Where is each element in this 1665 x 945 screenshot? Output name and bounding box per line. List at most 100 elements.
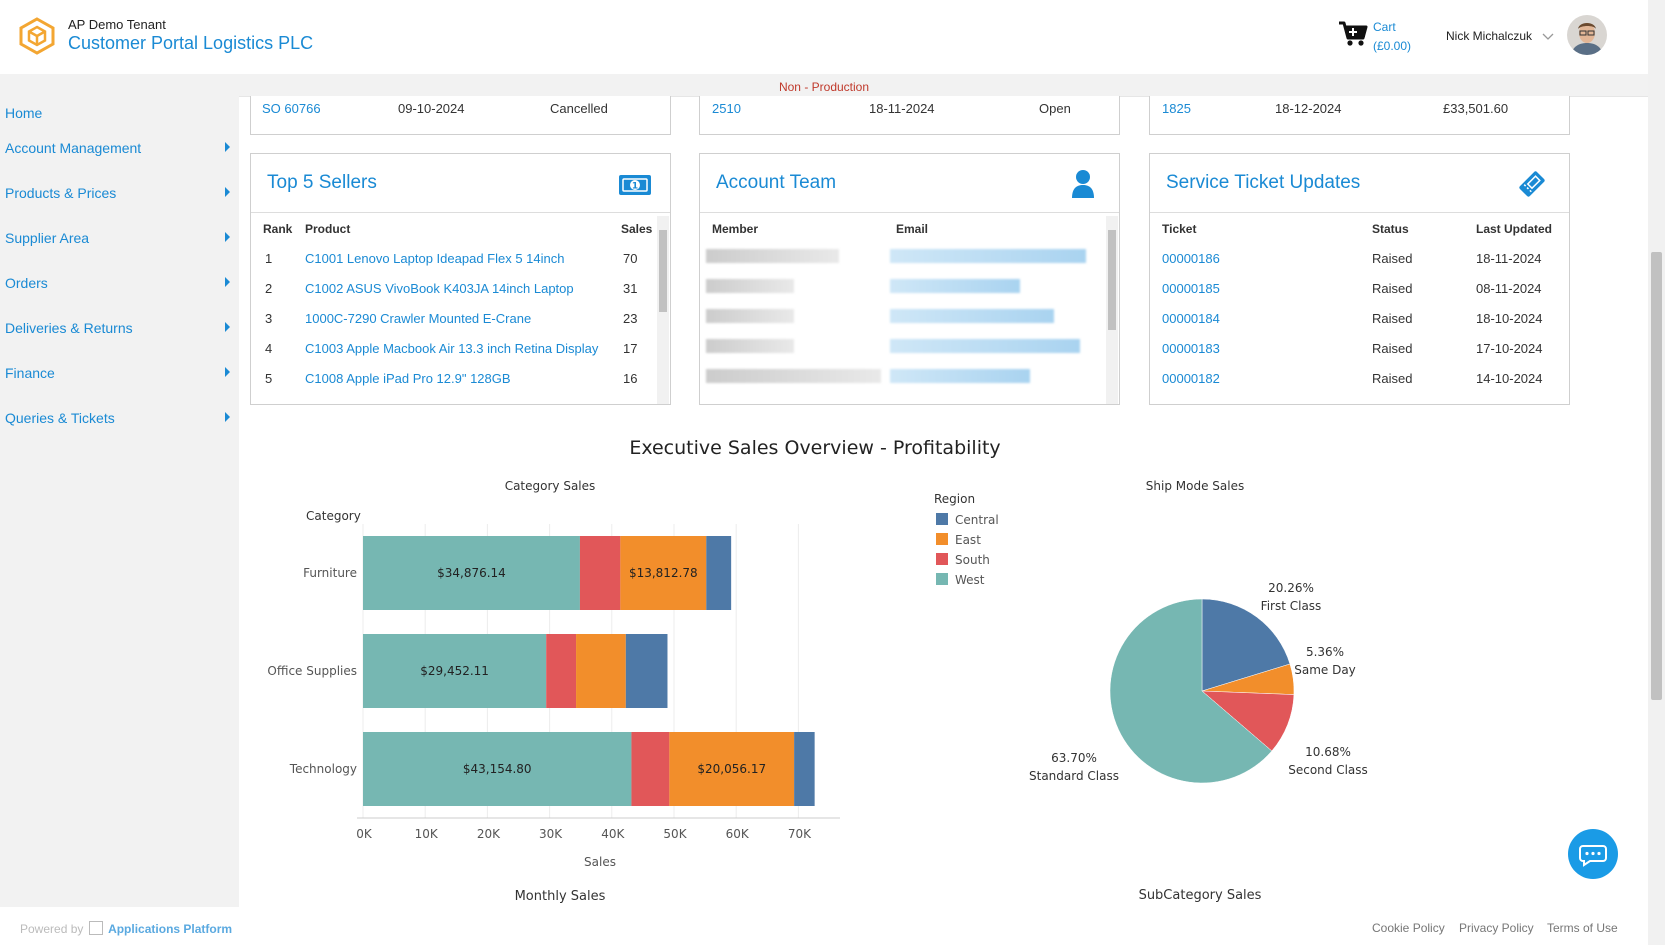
col-header-rank[interactable]: Rank bbox=[263, 222, 293, 236]
bar-data-label: $43,154.80 bbox=[463, 762, 532, 776]
rank-cell: 4 bbox=[265, 341, 273, 356]
sidebar-item-label: Account Management bbox=[5, 140, 142, 156]
sales-cell: 70 bbox=[623, 251, 638, 266]
invoice-link[interactable]: 1825 bbox=[1162, 101, 1191, 116]
legend-label: Central bbox=[955, 513, 999, 527]
rank-cell: 3 bbox=[265, 311, 273, 326]
header: AP Demo Tenant Customer Portal Logistics… bbox=[0, 0, 1648, 74]
table-scrollbar[interactable] bbox=[657, 216, 669, 404]
page-scrollbar-thumb[interactable] bbox=[1651, 252, 1662, 700]
category-sales-chart[interactable]: 0K 10K 20K 30K 40K 50K 60K 70K Sales Category Furn… bbox=[250, 500, 850, 875]
rank-cell: 2 bbox=[265, 281, 273, 296]
order-link[interactable]: SO 60766 bbox=[262, 101, 321, 116]
x-tick-label: 30K bbox=[539, 827, 563, 841]
user-name[interactable]: Nick Michalczuk bbox=[1446, 29, 1533, 43]
chat-button[interactable] bbox=[1568, 829, 1618, 879]
pie-percent-label: 63.70% bbox=[1051, 751, 1097, 765]
pie-slice bbox=[1109, 598, 1273, 784]
sidebar-item-finance[interactable]: Finance bbox=[5, 365, 230, 381]
product-link[interactable]: C1001 Lenovo Laptop Ideapad Flex 5 14inc… bbox=[305, 251, 565, 266]
svg-text:1: 1 bbox=[632, 182, 638, 192]
terms-of-use-link[interactable]: Terms of Use bbox=[1547, 921, 1618, 935]
sidebar-item-account-management[interactable]: Account Management bbox=[5, 140, 230, 156]
powered-brand: Applications Platform bbox=[108, 922, 233, 936]
ticket-link[interactable]: 00000184 bbox=[1162, 311, 1220, 326]
scrollbar-thumb[interactable] bbox=[659, 230, 667, 312]
bar-segment-west bbox=[363, 634, 547, 708]
chevron-down-icon[interactable] bbox=[1542, 33, 1554, 41]
y-axis-label: Category bbox=[306, 509, 361, 523]
subcategory-sales-title: SubCategory Sales bbox=[1138, 888, 1262, 903]
ticket-link[interactable]: 00000183 bbox=[1162, 341, 1220, 356]
sidebar-item-label: Queries & Tickets bbox=[5, 410, 115, 426]
caret-right-icon bbox=[225, 187, 230, 197]
user-avatar-icon bbox=[1567, 15, 1607, 55]
cookie-policy-link[interactable]: Cookie Policy bbox=[1372, 921, 1445, 935]
ticket-link[interactable]: 00000182 bbox=[1162, 371, 1220, 386]
delivery-link[interactable]: 2510 bbox=[712, 101, 741, 116]
col-header-member[interactable]: Member bbox=[712, 222, 759, 236]
col-header-email[interactable]: Email bbox=[896, 222, 929, 236]
col-header-sales[interactable]: Sales bbox=[621, 222, 653, 236]
bar-segment-central bbox=[625, 634, 668, 708]
bar-segment-central bbox=[794, 732, 815, 806]
pie-slice bbox=[1201, 598, 1291, 692]
sidebar-item-queries-tickets[interactable]: Queries & Tickets bbox=[5, 410, 230, 426]
bar-segment-west bbox=[363, 536, 580, 610]
scrollbar-thumb[interactable] bbox=[1108, 230, 1116, 330]
bar-segment-south bbox=[579, 536, 621, 610]
avatar[interactable] bbox=[1567, 15, 1607, 55]
cart-icon[interactable] bbox=[1338, 20, 1368, 48]
panel-title: Account Team bbox=[716, 172, 837, 193]
product-link[interactable]: C1003 Apple Macbook Air 13.3 inch Retina… bbox=[305, 341, 599, 356]
tenant-name: AP Demo Tenant bbox=[68, 17, 166, 32]
col-header-status[interactable]: Status bbox=[1372, 222, 1409, 236]
col-header-product[interactable]: Product bbox=[305, 222, 351, 236]
bar-data-label: $34,876.14 bbox=[437, 566, 506, 580]
sidebar-item-label: Products & Prices bbox=[5, 185, 117, 201]
privacy-policy-link[interactable]: Privacy Policy bbox=[1459, 921, 1534, 935]
sidebar-item-products-prices[interactable]: Products & Prices bbox=[5, 185, 230, 201]
footer bbox=[0, 907, 1648, 945]
legend-swatch bbox=[936, 533, 948, 545]
product-link[interactable]: C1008 Apple iPad Pro 12.9" 128GB bbox=[305, 371, 511, 386]
panel-title: Top 5 Sellers bbox=[267, 172, 377, 193]
ticket-link[interactable]: 00000185 bbox=[1162, 281, 1220, 296]
sidebar-item-deliveries-returns[interactable]: Deliveries & Returns bbox=[5, 320, 230, 336]
ticket-updated: 08-11-2024 bbox=[1476, 281, 1542, 296]
legend-swatch bbox=[936, 573, 948, 585]
caret-right-icon bbox=[225, 232, 230, 242]
x-tick-label: 40K bbox=[601, 827, 625, 841]
col-header-ticket[interactable]: Ticket bbox=[1162, 222, 1197, 236]
pie-percent-label: 5.36% bbox=[1306, 645, 1344, 659]
x-tick-label: 50K bbox=[663, 827, 687, 841]
tenant-logo-icon[interactable] bbox=[18, 17, 56, 55]
platform-logo-icon bbox=[88, 921, 103, 935]
ship-mode-pie-chart[interactable]: 20.26% First Class 5.36% Same Day 10.68% Seco… bbox=[1010, 560, 1390, 800]
banknote-icon: 1 bbox=[619, 175, 651, 195]
powered-by[interactable]: Powered by Applications Platform bbox=[20, 921, 232, 936]
table-scrollbar[interactable] bbox=[1106, 216, 1118, 404]
portal-title[interactable]: Customer Portal Logistics PLC bbox=[68, 33, 314, 53]
product-link[interactable]: C1002 ASUS VivoBook K403JA 14inch Laptop bbox=[305, 281, 574, 296]
environment-banner: Non - Production bbox=[0, 74, 1648, 97]
service-tickets-panel: Service Ticket Updates Ticket Status Las… bbox=[1149, 153, 1570, 405]
sales-cell: 16 bbox=[623, 371, 638, 386]
sidebar-item-orders[interactable]: Orders bbox=[5, 275, 230, 291]
cart-total[interactable]: (£0.00) bbox=[1373, 39, 1412, 53]
sidebar-item-home[interactable]: Home bbox=[5, 105, 230, 121]
product-link[interactable]: 1000C-7290 Crawler Mounted E-Crane bbox=[305, 311, 532, 326]
x-tick-label: 0K bbox=[356, 827, 373, 841]
x-tick-label: 60K bbox=[726, 827, 750, 841]
sidebar-item-supplier-area[interactable]: Supplier Area bbox=[5, 230, 230, 246]
col-header-last-updated[interactable]: Last Updated bbox=[1476, 222, 1553, 236]
top-sellers-panel: Top 5 Sellers 1 Rank Product Sales 1 C100… bbox=[250, 153, 671, 405]
ticket-link[interactable]: 00000186 bbox=[1162, 251, 1220, 266]
recent-orders-panel: SO 60766 09-10-2024 Cancelled bbox=[250, 96, 671, 135]
monthly-sales-title: Monthly Sales bbox=[514, 889, 606, 904]
sidebar: Home Account Management Products & Price… bbox=[0, 96, 239, 945]
redacted-email bbox=[890, 279, 1020, 293]
cart-link[interactable]: Cart bbox=[1373, 20, 1396, 34]
ticket-updated: 14-10-2024 bbox=[1476, 371, 1543, 386]
redacted-member bbox=[706, 309, 794, 323]
